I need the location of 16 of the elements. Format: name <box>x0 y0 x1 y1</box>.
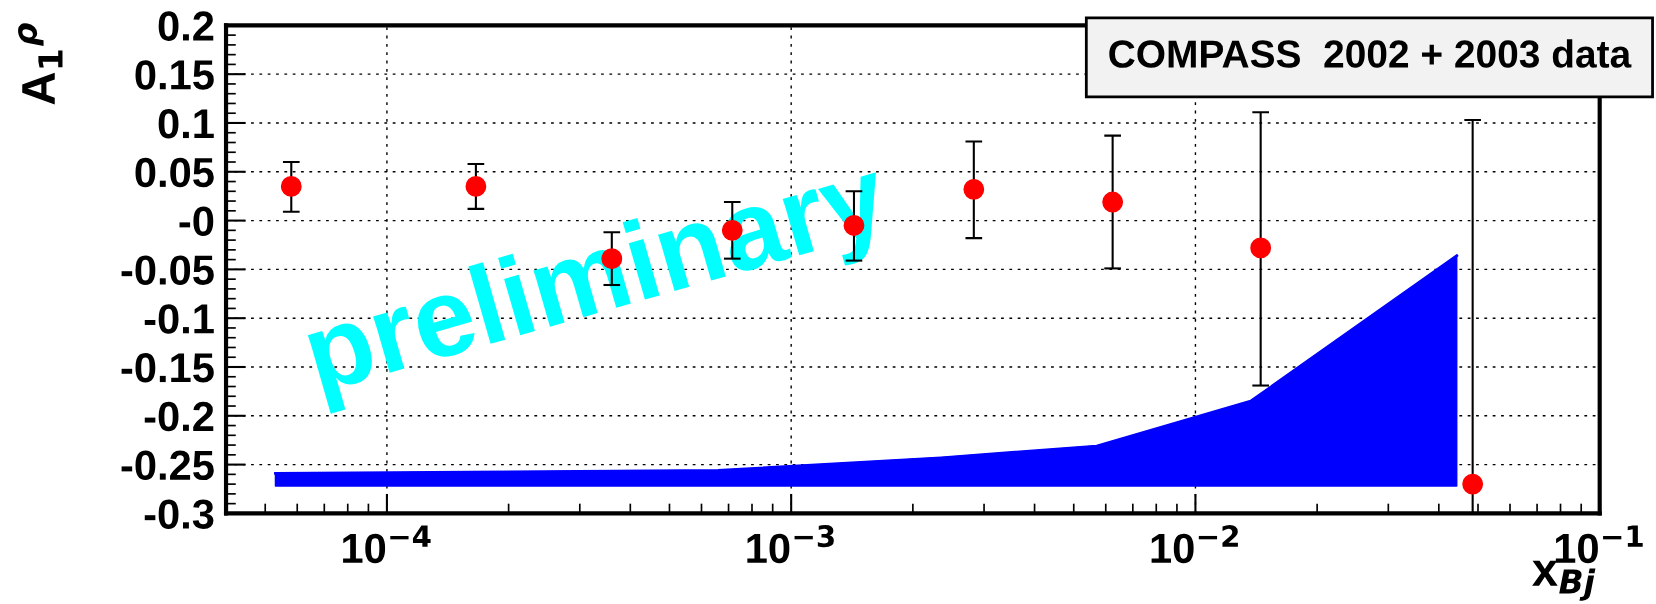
y-tick-label: -0.1 <box>144 304 214 334</box>
y-axis-title: A$_{1}$$^{ρ}$ <box>18 23 63 105</box>
y-tick-label: -0.05 <box>121 255 214 285</box>
y-tick-label: -0.3 <box>144 499 214 529</box>
y-tick-label: 0.05 <box>135 157 214 188</box>
x-tick-label: 10$^{−2}$ <box>1151 525 1238 564</box>
y-tick-label: 0.1 <box>158 108 214 139</box>
y-tick-label: -0.2 <box>144 401 214 432</box>
y-tick-label: -0 <box>179 206 214 237</box>
y-tick-label: -0.25 <box>121 450 214 481</box>
y-tick-label: -0.15 <box>121 352 214 383</box>
y-tick-label: 0.2 <box>158 11 214 41</box>
x-tick-label: 10$^{−4}$ <box>343 525 431 564</box>
x-tick-label: 10$^{−3}$ <box>747 525 834 564</box>
y-tick-label: 0.15 <box>135 60 214 90</box>
chart-title: COMPASS 2002 + 2003 data <box>1109 39 1632 68</box>
